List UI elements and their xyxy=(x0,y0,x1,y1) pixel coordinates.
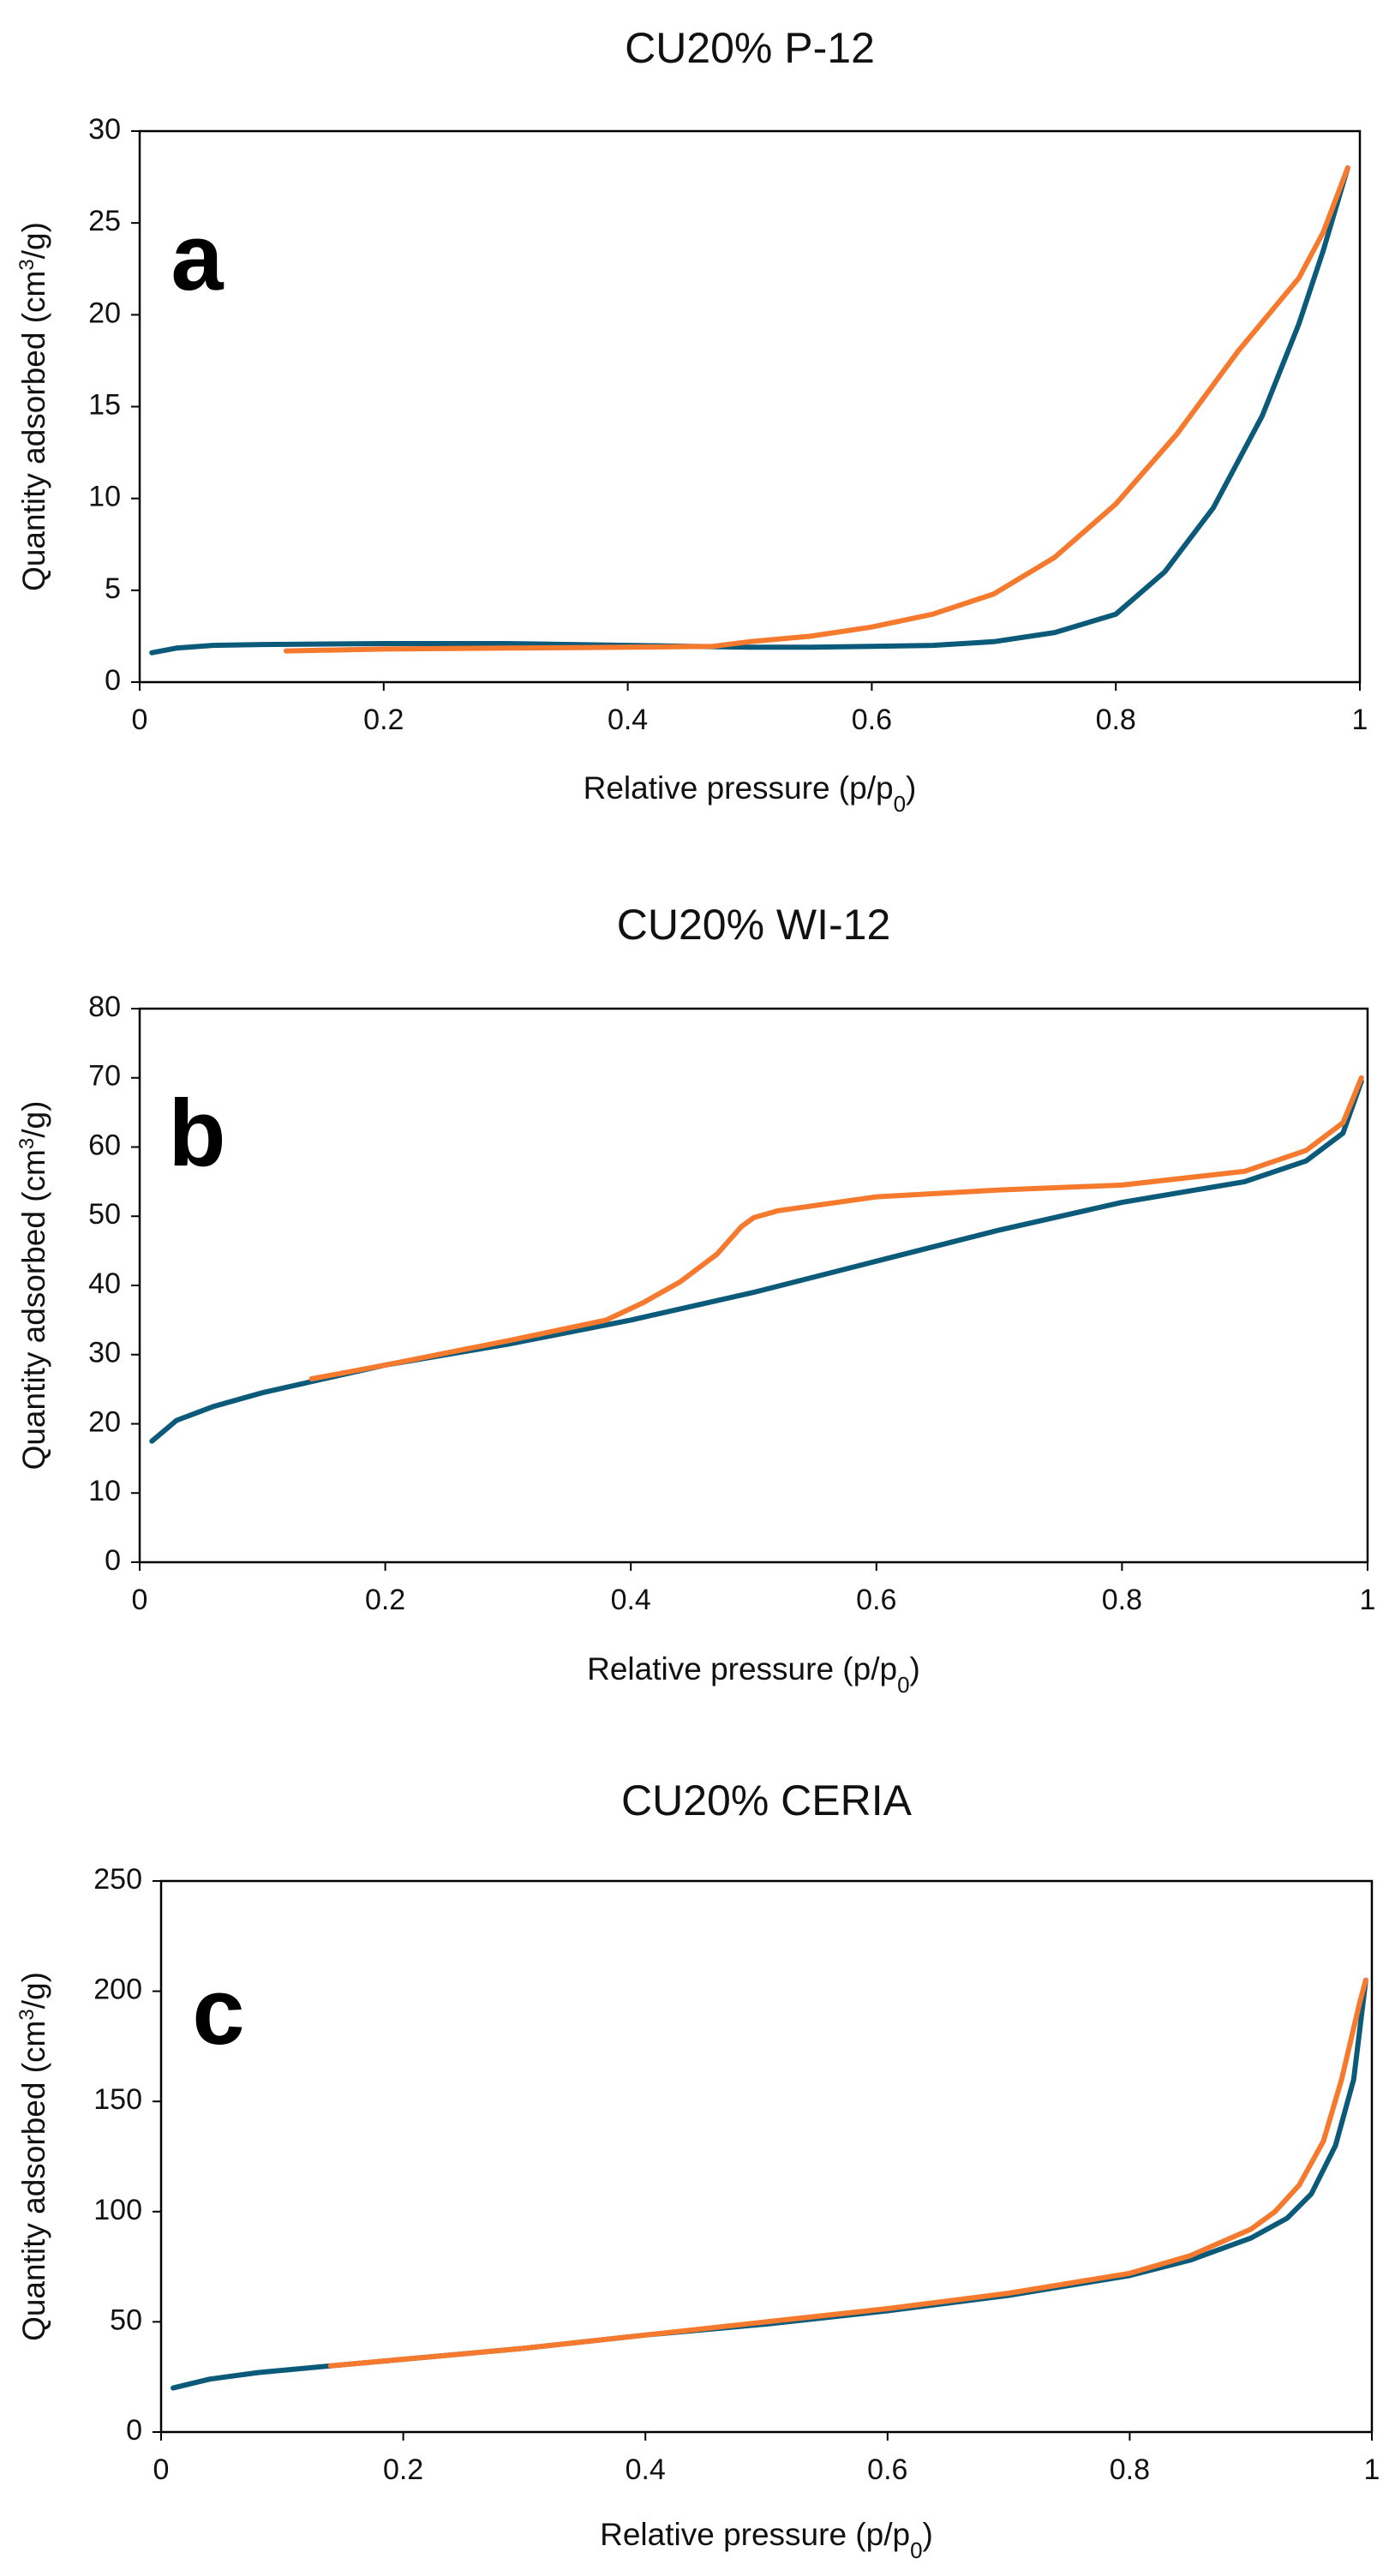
chart-panel-c: CU20% CERIA 0 0.2 0.4 0.6 0.8 1 0 50 100 150 200 250… xyxy=(15,1776,1380,2563)
x-tick-label: 1 xyxy=(1352,704,1368,736)
y-axis-label-text: Quantity adsorbed (cm xyxy=(16,2021,51,2341)
x-axis-label: Relative pressure (p/p0) xyxy=(584,770,917,817)
chart-title: CU20% P-12 xyxy=(625,24,875,72)
x-tick-label: 0.2 xyxy=(383,2453,423,2486)
y-axis-label: Quantity adsorbed (cm3/g) xyxy=(15,1101,52,1471)
y-axis-label-text: Quantity adsorbed (cm xyxy=(16,1149,51,1470)
series-line-adsorption xyxy=(149,1078,1364,1444)
x-axis-label-text: Relative pressure (p/p xyxy=(587,1651,897,1686)
x-tick-label: 0 xyxy=(132,1584,148,1616)
chart-panel-b: CU20% WI-120 0.2 0.4 0.6 0.8 1010203040506070… xyxy=(15,901,1376,1698)
y-axis-label-text: Quantity adsorbed (cm xyxy=(16,271,51,591)
x-axis-label-text: Relative pressure (p/p xyxy=(600,2517,910,2552)
x-axis-label: Relative pressure (p/p0) xyxy=(600,2517,933,2563)
y-tick-label: 0 xyxy=(105,1544,121,1577)
x-tick-label: 0.4 xyxy=(626,2453,666,2486)
x-tick-label: 0.2 xyxy=(365,1584,405,1616)
chart-title: CU20% WI-12 xyxy=(617,901,891,949)
x-tick-label: 0 xyxy=(153,2453,170,2486)
x-axis-label-suffix: ) xyxy=(910,1651,920,1686)
y-tick-label: 0 xyxy=(126,2414,142,2447)
x-axis-label-subscript: 0 xyxy=(897,1672,909,1698)
y-tick-label: 25 xyxy=(88,205,121,237)
y-tick-label: 10 xyxy=(88,1475,121,1507)
x-axis-label: Relative pressure (p/p0) xyxy=(587,1651,920,1698)
y-tick-label: 80 xyxy=(88,991,121,1023)
x-tick-label: 0 xyxy=(132,704,148,736)
y-axis-label: Quantity adsorbed (cm3/g) xyxy=(15,222,52,591)
y-axis-label-suffix: /g) xyxy=(16,222,51,259)
y-tick-label: 50 xyxy=(110,2303,142,2336)
x-tick-label: 0.8 xyxy=(1096,704,1136,736)
y-axis-label-suffix: /g) xyxy=(16,1101,51,1138)
y-axis-label-suffix: /g) xyxy=(16,1972,51,2009)
y-axis-label-superscript: 3 xyxy=(15,2009,39,2020)
plot-area xyxy=(138,1007,1369,1564)
panel-label: a xyxy=(171,205,224,310)
x-tick-label: 0.2 xyxy=(363,704,404,736)
chart-panel-a: CU20% P-120 0.2 0.4 0.6 0.8 1051015202530Rela… xyxy=(15,24,1368,817)
panel-label: b xyxy=(168,1081,225,1186)
x-tick-label: 1 xyxy=(1360,1584,1376,1616)
y-axis-label: Quantity adsorbed (cm3/g) xyxy=(15,1972,52,2341)
y-tick-label: 5 xyxy=(105,572,121,605)
x-axis-label-suffix: ) xyxy=(906,770,916,806)
x-axis-label-subscript: 0 xyxy=(910,2537,922,2563)
x-tick-label: 0.4 xyxy=(608,704,648,736)
y-tick-label: 100 xyxy=(93,2194,142,2226)
y-tick-label: 30 xyxy=(88,113,121,146)
y-tick-label: 60 xyxy=(88,1129,121,1161)
y-tick-label: 30 xyxy=(88,1337,121,1369)
y-tick-label: 20 xyxy=(88,1405,121,1438)
y-tick-label: 20 xyxy=(88,297,121,329)
y-tick-label: 0 xyxy=(105,664,121,697)
plot-area xyxy=(159,1879,1374,2434)
series-line-desorption xyxy=(283,165,1350,654)
y-tick-label: 200 xyxy=(93,1974,142,2006)
chart-title: CU20% CERIA xyxy=(621,1776,913,1824)
x-axis-label-suffix: ) xyxy=(923,2517,933,2552)
y-tick-label: 250 xyxy=(93,1863,142,1896)
y-tick-label: 10 xyxy=(88,481,121,513)
x-axis-label-text: Relative pressure (p/p xyxy=(584,770,894,806)
y-tick-label: 70 xyxy=(88,1060,121,1093)
y-tick-label: 15 xyxy=(88,388,121,421)
y-tick-label: 50 xyxy=(88,1198,121,1231)
x-tick-label: 0.8 xyxy=(1102,1584,1142,1616)
x-tick-label: 0.6 xyxy=(867,2453,907,2486)
plot-area xyxy=(138,129,1362,684)
x-tick-label: 0.8 xyxy=(1110,2453,1150,2486)
x-tick-label: 0.6 xyxy=(852,704,892,736)
x-tick-label: 0.4 xyxy=(611,1584,651,1616)
x-tick-label: 0.6 xyxy=(856,1584,896,1616)
x-axis-label-subscript: 0 xyxy=(894,791,906,817)
y-axis-label-superscript: 3 xyxy=(15,1138,39,1149)
y-tick-label: 150 xyxy=(93,2083,142,2116)
series-line-adsorption xyxy=(149,165,1350,656)
series-line-desorption xyxy=(327,1977,1368,2369)
series-line-desorption xyxy=(308,1075,1364,1381)
x-tick-label: 1 xyxy=(1364,2453,1380,2486)
y-tick-label: 40 xyxy=(88,1267,121,1300)
y-axis-label-superscript: 3 xyxy=(15,259,39,270)
panel-label: c xyxy=(192,1959,244,2064)
